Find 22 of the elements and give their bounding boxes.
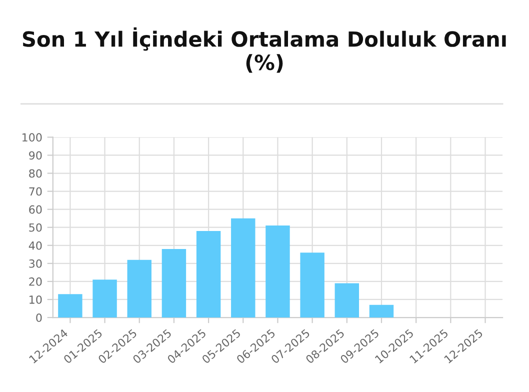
y-tick-label: 0	[36, 313, 42, 322]
y-tick-label: 60	[29, 205, 42, 214]
y-tick-label: 40	[28, 241, 42, 250]
y-tick-label: 80	[29, 169, 42, 178]
bar	[300, 252, 324, 318]
y-tick-label: 20	[29, 277, 42, 286]
y-tick-label: 90	[29, 151, 42, 160]
bar	[127, 260, 152, 318]
bar	[58, 294, 82, 318]
bar	[196, 230, 221, 318]
y-tick-label: 70	[29, 187, 42, 196]
y-tick-label: 10	[30, 295, 42, 304]
y-tick-label: 100	[22, 133, 42, 142]
y-tick-label: 50	[29, 223, 42, 232]
bar	[92, 280, 117, 318]
bar	[231, 218, 256, 318]
y-tick-label: 30	[29, 259, 42, 268]
bar	[266, 226, 290, 318]
chart-title: Son 1 Yıl İçindeki Ortalama Doluluk Oranı (%)	[22, 27, 506, 73]
bar	[162, 249, 186, 318]
bar	[369, 304, 394, 318]
bar	[334, 283, 360, 318]
